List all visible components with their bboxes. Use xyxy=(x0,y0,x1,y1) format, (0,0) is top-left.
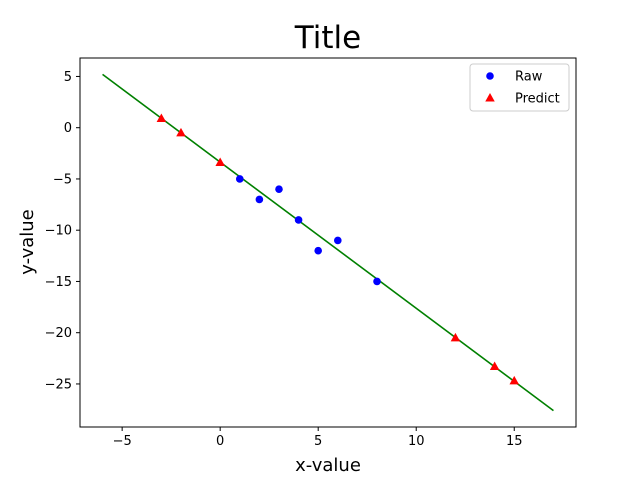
legend-predict-marker xyxy=(485,93,495,102)
legend: Raw Predict xyxy=(469,63,570,112)
raw-point xyxy=(373,277,381,286)
predict-point xyxy=(509,375,519,385)
raw-point xyxy=(275,185,283,193)
x-tick-label: 15 xyxy=(506,434,523,449)
predict-point xyxy=(156,113,167,122)
predict-point xyxy=(489,361,500,371)
plot-frame xyxy=(79,57,577,428)
legend-box xyxy=(469,63,570,112)
predict-point xyxy=(176,127,186,137)
predict-point xyxy=(450,332,461,342)
y-tick-label: −15 xyxy=(45,275,72,290)
legend-label: Raw xyxy=(515,70,543,85)
y-axis-label: y-value xyxy=(17,209,38,275)
y-tick-label: 5 xyxy=(64,70,72,85)
raw-point xyxy=(255,195,264,204)
x-tick-label: 5 xyxy=(314,434,322,449)
axis-ticks: −5 0 5 10 15 5 0 −5 −10 −15 −20 −25 xyxy=(45,70,523,449)
x-tick-label: −5 xyxy=(113,434,132,449)
x-tick-label: 0 xyxy=(216,434,224,449)
fit-line xyxy=(102,73,554,412)
y-tick-label: −20 xyxy=(45,326,72,341)
x-axis-label: x-value xyxy=(295,455,361,476)
raw-point xyxy=(294,216,303,224)
y-tick-label: −25 xyxy=(45,377,72,392)
predict-point xyxy=(215,157,225,167)
x-tick-label: 10 xyxy=(408,434,425,449)
chart-title: Title xyxy=(294,20,361,56)
y-tick-label: −5 xyxy=(53,172,72,187)
raw-point xyxy=(314,246,322,255)
legend-raw-marker xyxy=(486,72,494,80)
y-tick-label: −10 xyxy=(45,224,72,239)
legend-label: Predict xyxy=(515,92,560,107)
plot-area xyxy=(102,73,554,412)
raw-point xyxy=(235,175,244,183)
raw-point xyxy=(334,236,342,245)
y-tick-label: 0 xyxy=(64,121,72,136)
